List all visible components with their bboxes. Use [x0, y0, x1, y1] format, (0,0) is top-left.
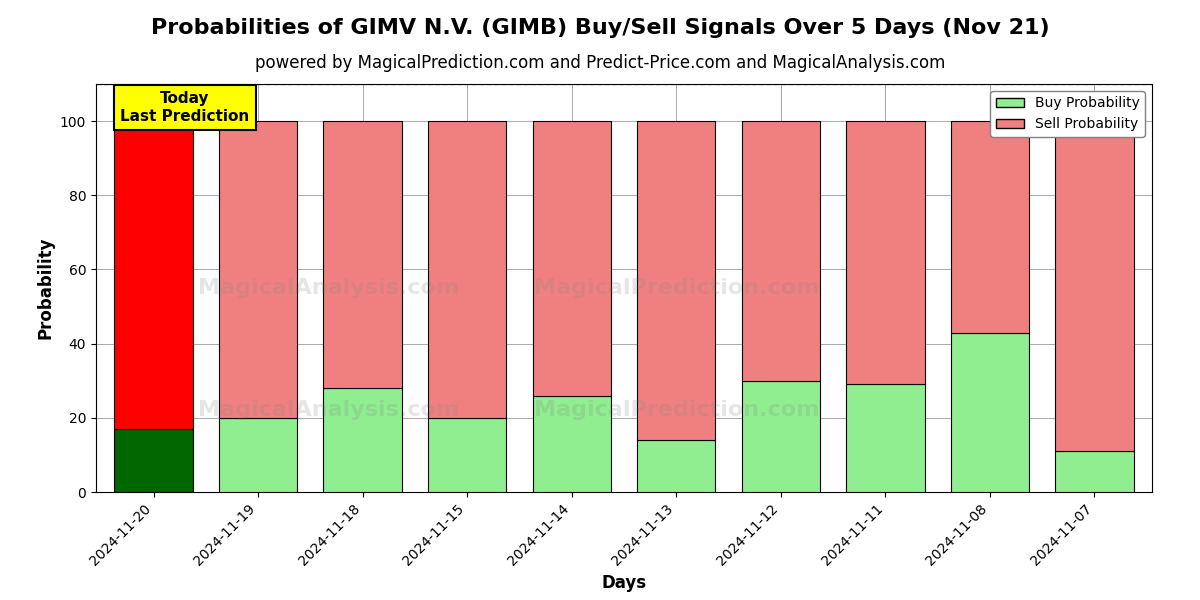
Bar: [218, 121, 298, 418]
Bar: [637, 121, 715, 440]
Bar: [533, 121, 611, 395]
Y-axis label: Probability: Probability: [36, 237, 54, 339]
Bar: [637, 440, 715, 492]
Bar: [114, 121, 193, 429]
Bar: [1055, 451, 1134, 492]
Text: MagicalAnalysis.com: MagicalAnalysis.com: [198, 278, 458, 298]
Bar: [428, 121, 506, 418]
Bar: [1055, 121, 1134, 451]
Bar: [950, 332, 1030, 492]
Bar: [742, 121, 820, 381]
X-axis label: Days: Days: [601, 574, 647, 592]
Bar: [846, 385, 924, 492]
Bar: [533, 395, 611, 492]
Bar: [846, 121, 924, 385]
Bar: [324, 388, 402, 492]
Bar: [218, 418, 298, 492]
Bar: [428, 418, 506, 492]
Text: MagicalPrediction.com: MagicalPrediction.com: [534, 278, 820, 298]
Text: Probabilities of GIMV N.V. (GIMB) Buy/Sell Signals Over 5 Days (Nov 21): Probabilities of GIMV N.V. (GIMB) Buy/Se…: [151, 18, 1049, 38]
Bar: [324, 121, 402, 388]
Bar: [114, 429, 193, 492]
Text: Today
Last Prediction: Today Last Prediction: [120, 91, 250, 124]
Text: powered by MagicalPrediction.com and Predict-Price.com and MagicalAnalysis.com: powered by MagicalPrediction.com and Pre…: [254, 54, 946, 72]
Bar: [742, 381, 820, 492]
Text: MagicalAnalysis.com: MagicalAnalysis.com: [198, 400, 458, 421]
Legend: Buy Probability, Sell Probability: Buy Probability, Sell Probability: [990, 91, 1145, 137]
Text: MagicalPrediction.com: MagicalPrediction.com: [534, 400, 820, 421]
Bar: [950, 121, 1030, 332]
